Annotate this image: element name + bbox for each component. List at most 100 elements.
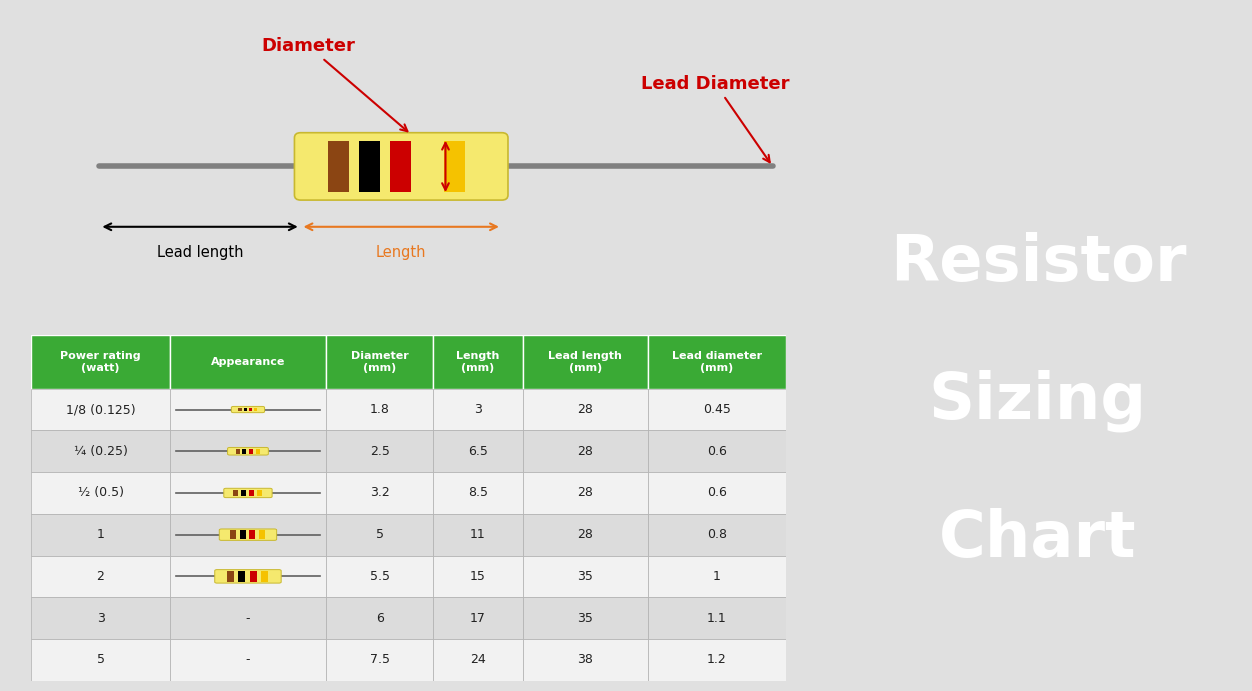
Text: 1: 1 [96,528,104,541]
Bar [170,335,326,388]
Bar [522,639,647,681]
Bar [255,449,259,454]
Bar [647,472,786,514]
Text: -: - [245,612,250,625]
Bar [249,531,255,539]
Text: 15: 15 [470,570,486,583]
Bar [647,597,786,639]
Bar [31,472,170,514]
Bar [326,556,433,597]
Bar [433,472,522,514]
Bar [647,389,786,430]
Bar [433,639,522,681]
Text: Power rating
(watt): Power rating (watt) [60,351,141,372]
Bar [243,449,247,454]
Text: Lead Diameter: Lead Diameter [641,75,790,162]
Text: 5: 5 [96,653,104,666]
Bar [522,597,647,639]
Bar [647,335,786,388]
Text: 0.6: 0.6 [707,445,727,457]
Bar [326,389,433,430]
Bar [31,597,170,639]
FancyBboxPatch shape [232,406,264,413]
Bar [443,141,466,192]
Bar [260,571,268,582]
FancyBboxPatch shape [294,133,508,200]
Bar [326,430,433,472]
Bar [326,514,433,556]
Bar [31,335,170,388]
Text: 2.5: 2.5 [369,445,389,457]
Text: 5: 5 [376,528,384,541]
Bar [233,490,238,496]
Text: 0.8: 0.8 [707,528,727,541]
Text: 35: 35 [577,570,593,583]
Bar [433,335,522,388]
Text: Resistor: Resistor [890,231,1186,294]
Bar [522,430,647,472]
Text: Length
(mm): Length (mm) [456,351,500,372]
Bar [31,639,170,681]
Bar [358,141,381,192]
Bar [433,514,522,556]
Bar [433,430,522,472]
Text: Length: Length [376,245,427,260]
Text: 5.5: 5.5 [369,570,389,583]
Text: 0.6: 0.6 [707,486,727,500]
Bar [249,571,257,582]
Bar [170,639,326,681]
Text: 11: 11 [471,528,486,541]
Text: Sizing: Sizing [929,370,1147,432]
Bar [522,389,647,430]
Bar [433,597,522,639]
Text: 3.2: 3.2 [369,486,389,500]
Text: Diameter: Diameter [262,37,407,131]
Text: 6.5: 6.5 [468,445,488,457]
Bar [170,430,326,472]
Text: Lead diameter
(mm): Lead diameter (mm) [672,351,762,372]
Bar [433,556,522,597]
Text: 17: 17 [470,612,486,625]
Bar [31,389,170,430]
Bar [328,141,349,192]
Bar [170,472,326,514]
Text: 28: 28 [577,528,593,541]
Text: 6: 6 [376,612,383,625]
Text: 1.2: 1.2 [707,653,727,666]
Bar [254,408,257,411]
Text: 35: 35 [577,612,593,625]
Text: Chart: Chart [939,508,1137,570]
Text: 1.8: 1.8 [369,403,389,416]
Bar [31,514,170,556]
Bar [240,531,245,539]
Bar [326,639,433,681]
Bar [259,531,265,539]
Bar [647,430,786,472]
Bar [242,490,247,496]
Bar [522,514,647,556]
Text: Lead length: Lead length [156,245,243,260]
Text: 28: 28 [577,403,593,416]
Bar [170,389,326,430]
Bar [647,514,786,556]
Bar [31,430,170,472]
Text: -: - [245,653,250,666]
Bar [170,514,326,556]
Text: 0.45: 0.45 [704,403,731,416]
Text: Diameter
(mm): Diameter (mm) [351,351,408,372]
Bar [326,335,433,388]
Text: 1: 1 [714,570,721,583]
Bar [647,639,786,681]
Bar [238,571,245,582]
FancyBboxPatch shape [228,448,268,455]
Bar [433,389,522,430]
Text: 1.1: 1.1 [707,612,727,625]
Text: Appearance: Appearance [210,357,285,367]
Bar [647,556,786,597]
Text: 38: 38 [577,653,593,666]
Bar [249,490,254,496]
Bar [249,408,252,411]
Bar [326,597,433,639]
Text: Lead length
(mm): Lead length (mm) [548,351,622,372]
Text: 24: 24 [471,653,486,666]
